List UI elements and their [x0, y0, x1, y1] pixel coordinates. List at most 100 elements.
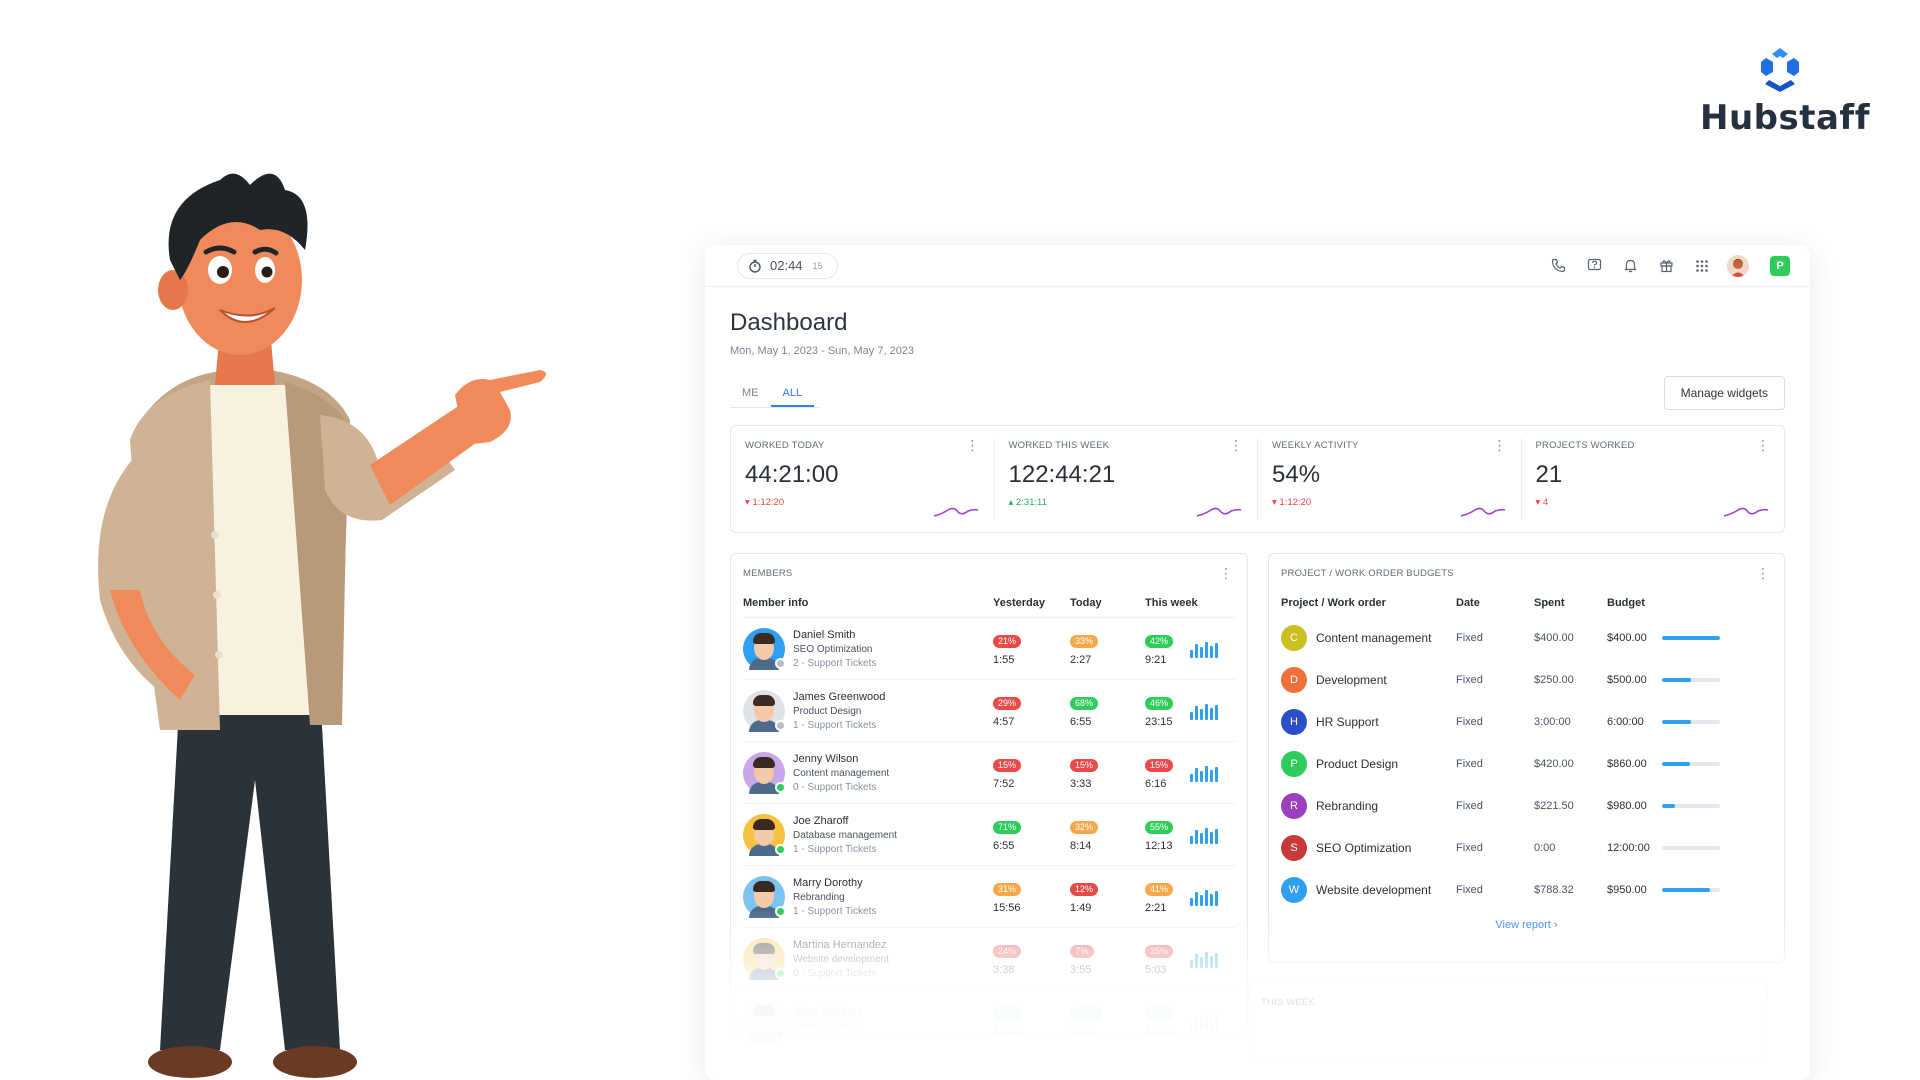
member-avatar[interactable]	[743, 751, 786, 794]
member-row[interactable]: Daniel Smith SEO Optimization 2 - Support …	[743, 618, 1235, 680]
member-tickets[interactable]: 1 - Support Tickets	[793, 843, 877, 855]
budget-date: Fixed	[1456, 674, 1483, 686]
project-name[interactable]: Rebranding	[1316, 799, 1379, 813]
activity-bar	[1205, 641, 1208, 658]
activity-week: 25% 5:03	[1145, 941, 1190, 976]
budget-row[interactable]: D Development Fixed $250.00 $500.00	[1281, 659, 1772, 701]
apps-button[interactable]	[1684, 252, 1720, 280]
help-button[interactable]	[1576, 252, 1612, 280]
member-name[interactable]: James Greenwood	[793, 690, 886, 703]
budget-row[interactable]: S SEO Optimization Fixed 0:00 12:00:00	[1281, 827, 1772, 869]
sparkline	[1196, 507, 1242, 517]
members-widget: MEMBERS ⋮ Member info Yesterday Today Th…	[730, 553, 1248, 1052]
member-name[interactable]: Marry Dorothy	[793, 876, 863, 889]
manage-widgets-button[interactable]: Manage widgets	[1663, 376, 1785, 410]
member-text: Martina Hernandez Website development 0 - …	[793, 939, 889, 979]
column-header[interactable]: Yesterday	[993, 597, 1045, 609]
member-tickets[interactable]: 0 - Support Tickets	[793, 781, 877, 793]
activity-bar	[1205, 765, 1208, 782]
column-header[interactable]: Budget	[1607, 597, 1645, 609]
member-name[interactable]: Jenny Wilson	[793, 752, 859, 765]
member-project: SEO Optimization	[793, 643, 873, 655]
member-avatar[interactable]	[743, 875, 786, 918]
organization-badge[interactable]: P	[1770, 255, 1790, 276]
member-avatar[interactable]	[743, 689, 786, 732]
project-name[interactable]: Content management	[1316, 631, 1432, 645]
member-name[interactable]: Daniel Smith	[793, 628, 856, 641]
tab-all[interactable]: ALL	[770, 379, 815, 407]
column-header[interactable]: Date	[1456, 597, 1480, 609]
project-name[interactable]: Product Design	[1316, 757, 1399, 771]
member-row[interactable]: Martina Hernandez Website development 0 - …	[743, 928, 1235, 990]
member-name[interactable]: Martina Hernandez	[793, 938, 887, 951]
member-row[interactable]: Marry Dorothy Rebranding 1 - Support Ticke…	[743, 866, 1235, 928]
progress-bar	[1662, 720, 1720, 724]
member-row[interactable]: Jenny Wilson Content management 0 - Suppor…	[743, 742, 1235, 804]
activity-bar	[1190, 1021, 1193, 1030]
view-report-link[interactable]: View report ›	[1281, 919, 1772, 931]
project-name[interactable]: Website development	[1316, 883, 1432, 897]
member-tickets[interactable]: 1 - Support Tickets	[793, 719, 877, 731]
activity-yesterday: 54% 12:43	[993, 1003, 1070, 1038]
tracked-time: 12:43	[993, 1026, 1021, 1038]
more-options-icon[interactable]: ⋮	[1756, 437, 1770, 453]
budget-row[interactable]: H HR Support Fixed 3:00:00 6:00:00	[1281, 701, 1772, 743]
column-header[interactable]: This week	[1145, 597, 1198, 609]
budget-spent: $400.00	[1534, 632, 1574, 644]
member-project: Content management	[793, 767, 890, 779]
more-options-icon[interactable]: ⋮	[1756, 565, 1770, 581]
members-list: Daniel Smith SEO Optimization 2 - Support …	[743, 618, 1235, 1052]
avatar-hair	[753, 818, 775, 830]
user-avatar-button[interactable]	[1720, 252, 1756, 280]
project-name[interactable]: Development	[1316, 673, 1387, 687]
column-header[interactable]: Project / Work order	[1281, 597, 1386, 609]
project-cell: P Product Design	[1281, 751, 1456, 777]
budget-row[interactable]: W Website development Fixed $788.32 $950.00	[1281, 869, 1772, 911]
timer-widget[interactable]: 02:44 15	[737, 252, 838, 279]
column-header[interactable]: Spent	[1534, 597, 1565, 609]
tracked-time: 15:56	[993, 902, 1021, 914]
phone-icon	[1551, 258, 1565, 273]
column-header[interactable]: Today	[1070, 597, 1102, 609]
gift-button[interactable]	[1648, 252, 1684, 280]
project-cell: S SEO Optimization	[1281, 835, 1456, 861]
member-tickets[interactable]: 0 - Support Tickets	[793, 967, 877, 979]
project-name[interactable]: HR Support	[1316, 715, 1379, 729]
more-options-icon[interactable]: ⋮	[1219, 565, 1233, 581]
pointing-man-illustration	[98, 173, 546, 1078]
budget-row[interactable]: R Rebranding Fixed $221.50 $980.00	[1281, 785, 1772, 827]
arrow-up-icon: ▴	[1008, 497, 1014, 508]
activity-badge: 100%	[1070, 1007, 1104, 1020]
project-name[interactable]: SEO Optimization	[1316, 841, 1412, 855]
member-tickets[interactable]: 1 - Support Tickets	[793, 905, 877, 917]
member-avatar[interactable]	[743, 937, 786, 980]
member-name[interactable]: Joe Zharoff	[793, 814, 849, 827]
more-options-icon[interactable]: ⋮	[1229, 437, 1243, 453]
column-header[interactable]: Member info	[743, 597, 809, 609]
activity-bar	[1200, 646, 1203, 658]
tracked-time: 6:16	[1145, 778, 1167, 790]
more-options-icon[interactable]: ⋮	[965, 437, 980, 453]
member-avatar[interactable]	[743, 627, 786, 670]
budget-row[interactable]: C Content management Fixed $400.00 $400.00	[1281, 617, 1772, 659]
member-avatar[interactable]	[743, 813, 786, 856]
project-avatar: S	[1281, 835, 1307, 861]
phone-button[interactable]	[1540, 252, 1576, 280]
member-avatar[interactable]	[743, 999, 786, 1042]
budget-row[interactable]: P Product Design Fixed $420.00 $860.00	[1281, 743, 1772, 785]
notifications-button[interactable]	[1612, 252, 1648, 280]
member-row[interactable]: Joe Zharoff Database management 1 - Suppor…	[743, 804, 1235, 866]
date-range[interactable]: Mon, May 1, 2023 - Sun, May 7, 2023	[730, 345, 915, 357]
budget-progress	[1662, 636, 1722, 640]
member-name[interactable]: West Williams	[793, 1006, 862, 1018]
activity-bar	[1190, 959, 1193, 968]
activity-badge: 24%	[993, 945, 1022, 958]
more-options-icon[interactable]: ⋮	[1492, 437, 1507, 453]
budget-date: Fixed	[1456, 716, 1483, 728]
stat-projects-worked: PROJECTS WORKED ⋮ 21 ▾ 4	[1522, 438, 1785, 520]
member-tickets[interactable]: 2 - Support Tickets	[793, 657, 877, 669]
member-row[interactable]: James Greenwood Product Design 1 - Support…	[743, 680, 1235, 742]
member-row[interactable]: West Williams Product Design 54% 12:43 100% 1…	[743, 990, 1235, 1052]
progress-fill	[1662, 804, 1676, 808]
tab-me[interactable]: ME	[742, 386, 759, 399]
